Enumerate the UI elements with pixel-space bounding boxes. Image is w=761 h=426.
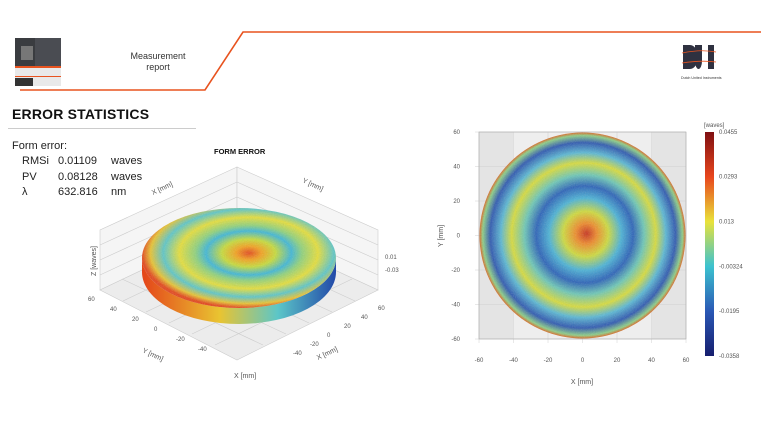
report-title-line2: report xyxy=(146,62,170,72)
y-tick-label: -20 xyxy=(176,337,185,343)
y-tick-label: -60 xyxy=(451,337,460,343)
x-axis-label: X [mm] xyxy=(571,379,593,386)
form-error-stats: RMSi 0.01109 waves PV 0.08128 waves λ 632.816 nm xyxy=(22,155,151,202)
x-tick-label: -20 xyxy=(310,342,319,348)
x-axis-label-bottom: X [mm] xyxy=(234,373,256,380)
chart-title: FORM ERROR xyxy=(214,147,266,156)
stat-row: λ 632.816 nm xyxy=(22,186,151,202)
z-tick-label: 0.01 xyxy=(385,255,397,261)
colorbar-label: [waves] xyxy=(704,123,725,129)
x-tick-label: 60 xyxy=(683,358,690,364)
dui-logo-mark xyxy=(681,45,717,69)
y-tick-label: 0 xyxy=(457,234,461,240)
y-tick-label: -20 xyxy=(451,268,460,274)
form-error-label: Form error: xyxy=(12,140,67,152)
stat-row: RMSi 0.01109 waves xyxy=(22,155,151,171)
stat-value: 0.01109 xyxy=(58,155,97,167)
logo-subtitle: Dutch United Instruments xyxy=(681,76,722,80)
section-title: ERROR STATISTICS xyxy=(12,106,150,122)
x-tick-label: 20 xyxy=(344,324,351,330)
colorbar-tick-label: -0.00324 xyxy=(719,264,743,270)
z-axis-label: Z [waves] xyxy=(91,246,98,276)
x-tick-label: -20 xyxy=(544,358,553,364)
x-tick-label: 20 xyxy=(614,358,621,364)
z-tick-label: -0.03 xyxy=(385,268,399,274)
x-tick-label: 0 xyxy=(581,358,585,364)
stat-name: RMSi xyxy=(22,155,49,167)
stat-unit: nm xyxy=(111,186,127,198)
report-title: Measurement report xyxy=(110,51,206,73)
colorbar-tick-label: -0.0195 xyxy=(719,309,740,315)
stat-value: 0.08128 xyxy=(58,170,98,183)
stat-unit: waves xyxy=(111,155,143,167)
x-tick-label: 60 xyxy=(378,306,385,312)
x-tick-label: -40 xyxy=(509,358,518,364)
x-tick-label: 40 xyxy=(361,315,368,321)
form-error-3d-chart: -40 -20 0 20 40 60 60 40 20 0 -20 -40 0.01 -0.03 X [mm… xyxy=(88,166,399,380)
stat-row: PV 0.08128 waves xyxy=(22,171,151,187)
y-tick-label: 60 xyxy=(88,297,95,303)
x-tick-label: 40 xyxy=(648,358,655,364)
colorbar-tick-label: 0.0293 xyxy=(719,175,738,181)
stat-name: λ xyxy=(22,186,28,198)
x-tick-label: -60 xyxy=(475,358,484,364)
y-tick-label: 60 xyxy=(453,130,460,136)
y-tick-label: 20 xyxy=(453,199,460,205)
stat-unit: waves xyxy=(111,170,143,183)
stat-value: 632.816 xyxy=(58,186,98,198)
colorbar xyxy=(705,132,714,356)
colorbar-tick-label: 0.013 xyxy=(719,220,735,226)
y-tick-label: 40 xyxy=(453,165,460,171)
report-title-line1: Measurement xyxy=(130,51,186,61)
y-tick-label: 40 xyxy=(110,307,117,313)
y-tick-label: 0 xyxy=(154,327,158,333)
x-tick-label: -40 xyxy=(293,351,302,357)
y-tick-label: -40 xyxy=(451,303,460,309)
colorbar-tick-label: -0.0358 xyxy=(719,354,740,360)
company-logo: Dutch United Instruments xyxy=(681,43,723,80)
y-axis-label: Y [mm] xyxy=(438,225,445,247)
header-accent-line xyxy=(20,31,761,91)
3d-surface xyxy=(142,208,336,324)
machine-image xyxy=(15,38,61,86)
x-tick-label: 0 xyxy=(327,333,331,339)
plot-frame xyxy=(478,131,687,340)
y-tick-label: -40 xyxy=(198,347,207,353)
colorbar-tick-label: 0.0455 xyxy=(719,130,738,136)
stat-name: PV xyxy=(22,170,37,183)
section-divider xyxy=(8,128,196,129)
y-tick-label: 20 xyxy=(132,317,139,323)
